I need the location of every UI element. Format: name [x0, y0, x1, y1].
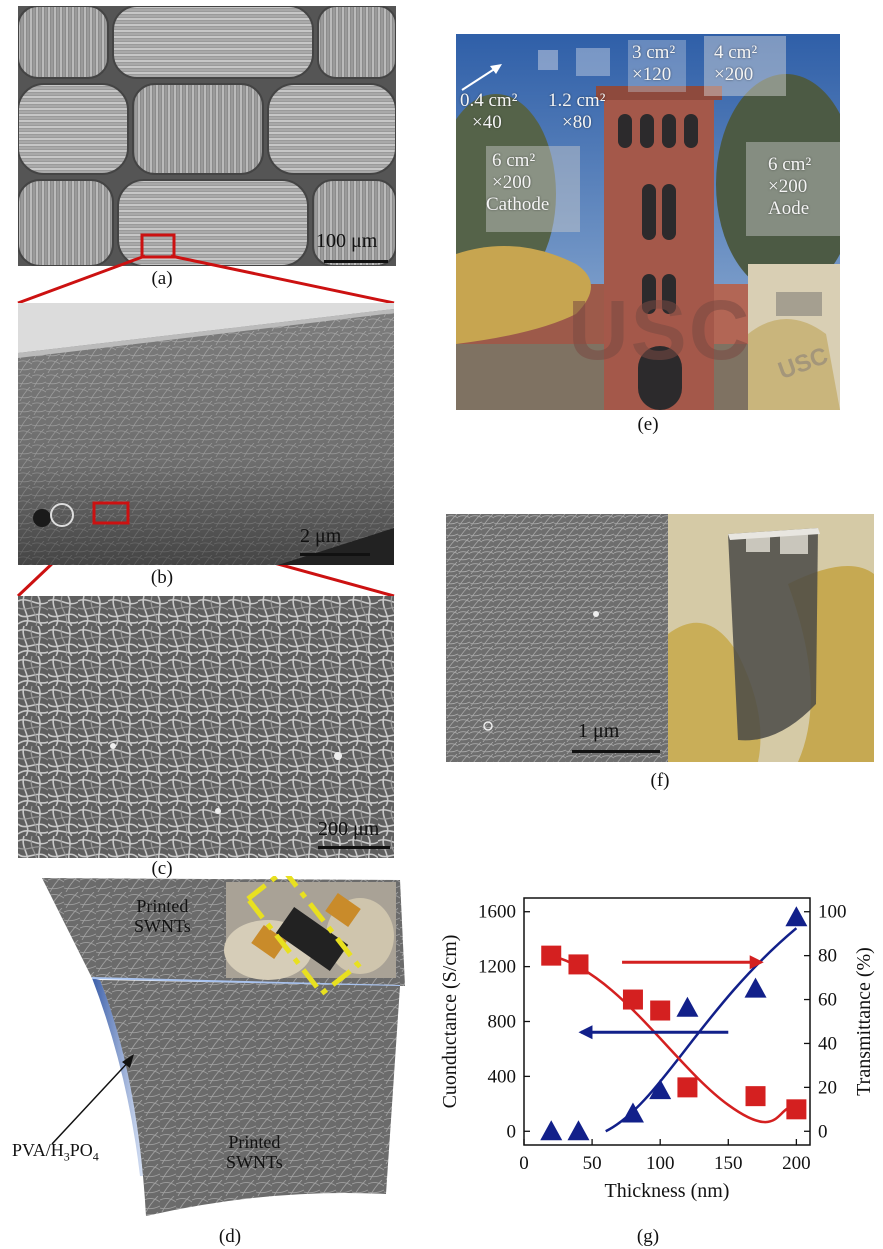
panel-label-d: (d)	[218, 1226, 242, 1247]
panel-label-c: (c)	[151, 858, 173, 879]
area-label-4: 4 cm² ×200	[714, 42, 758, 85]
panel-label-f: (f)	[650, 770, 670, 791]
right-axis-arrowhead	[749, 955, 764, 970]
transmittance-point	[622, 989, 643, 1010]
transmittance-point	[568, 954, 589, 975]
sem-image-film: 1 μm	[446, 514, 668, 762]
x-tick-label: 0	[519, 1153, 529, 1174]
x-tick-label: 150	[714, 1153, 743, 1174]
area-label-1-2: 1.2 cm² ×80	[548, 90, 606, 133]
y-tick-label: 1200	[478, 957, 516, 978]
x-axis-label: Thickness (nm)	[605, 1180, 730, 1202]
usc-logo: USC	[568, 282, 751, 379]
conductance-point	[785, 906, 808, 927]
x-tick-label: 200	[782, 1153, 811, 1174]
left-axis-arrowhead	[578, 1025, 593, 1040]
conductance-point	[744, 977, 767, 998]
plot-frame	[523, 897, 811, 1146]
y2-tick-label: 100	[818, 902, 847, 923]
transmittance-point	[786, 1099, 807, 1120]
y2-axis-label: Transmittance (%)	[853, 947, 875, 1096]
device-schematic	[42, 876, 405, 1216]
conductance-point	[649, 1079, 672, 1100]
top-label-line2: SWNTs	[134, 916, 191, 936]
conductance-point	[621, 1102, 644, 1123]
scale-bar: 2 μm	[300, 525, 370, 556]
transmittance-point	[541, 945, 562, 966]
top-electrode-label: Printed SWNTs	[134, 896, 191, 936]
x-tick-label: 100	[646, 1153, 675, 1174]
area-label-6-anode: 6 cm² ×200 Aode	[768, 154, 812, 219]
sem-image-cnt-network: 200 μm	[18, 596, 394, 858]
y-tick-label: 800	[488, 1012, 517, 1033]
y-tick-label: 1600	[478, 902, 516, 923]
conductance-transmittance-chart: 0 50 100 150 200 0 400 800 1200 1600 0 20 40 60 80 100 T…	[439, 897, 875, 1202]
photo-large-area-devices: USC USC 0.4 cm² ×40 1.2 cm² ×80 3 cm² ×1…	[456, 34, 840, 410]
panel-label-a: (a)	[151, 268, 173, 289]
conductance-point	[567, 1120, 590, 1141]
y2-tick-label: 40	[818, 1033, 837, 1054]
sem-image-coated-fiber: 2 μm	[18, 303, 394, 565]
scale-bar: 100 μm	[316, 230, 388, 263]
area-label-3: 3 cm² ×120	[632, 42, 676, 85]
y2-tick-label: 60	[818, 990, 837, 1011]
usc-logo-text: USC	[568, 283, 752, 377]
sem-image-fabric: 100 μm	[18, 6, 396, 266]
transmittance-fit-curve	[550, 954, 797, 1124]
y2-tick-label: 0	[818, 1121, 828, 1142]
photo-flexible-film	[668, 514, 874, 762]
y-axis-label: Cuonductance (S/cm)	[439, 935, 461, 1109]
bottom-electrode-label: Printed SWNTs	[226, 1132, 283, 1172]
y2-tick-label: 20	[818, 1077, 837, 1098]
panel-label-g: (g)	[636, 1226, 660, 1247]
transmittance-point	[650, 1000, 671, 1021]
electrolyte-text: PVA/H3PO4	[12, 1140, 99, 1164]
conductance-fit-curve	[605, 927, 798, 1133]
conductance-point	[540, 1120, 563, 1141]
transmittance-point	[745, 1086, 766, 1107]
scale-label: 200 μm	[318, 818, 380, 840]
y-tick-label: 400	[488, 1066, 517, 1087]
top-label-line1: Printed	[136, 896, 189, 916]
panel-label-b: (b)	[150, 567, 174, 588]
scale-bar: 200 μm	[318, 818, 390, 849]
conductance-point	[676, 996, 699, 1017]
x-tick-label: 50	[583, 1153, 602, 1174]
bottom-label-line1: Printed	[228, 1132, 281, 1152]
y2-tick-label: 80	[818, 946, 837, 967]
y-tick-label: 0	[507, 1121, 517, 1142]
scale-label: 2 μm	[300, 525, 342, 547]
scale-label: 100 μm	[316, 230, 378, 252]
scale-bar: 1 μm	[572, 720, 660, 753]
transmittance-point	[677, 1077, 698, 1098]
area-label-6-cathode: 6 cm² ×200 Cathode	[486, 150, 550, 215]
panel-label-e: (e)	[637, 414, 659, 435]
area-label-0-4: 0.4 cm² ×40	[460, 90, 518, 133]
bottom-label-line2: SWNTs	[226, 1152, 283, 1172]
electrolyte-label: PVA/H3PO4	[12, 1140, 99, 1165]
scale-label: 1 μm	[578, 720, 620, 742]
